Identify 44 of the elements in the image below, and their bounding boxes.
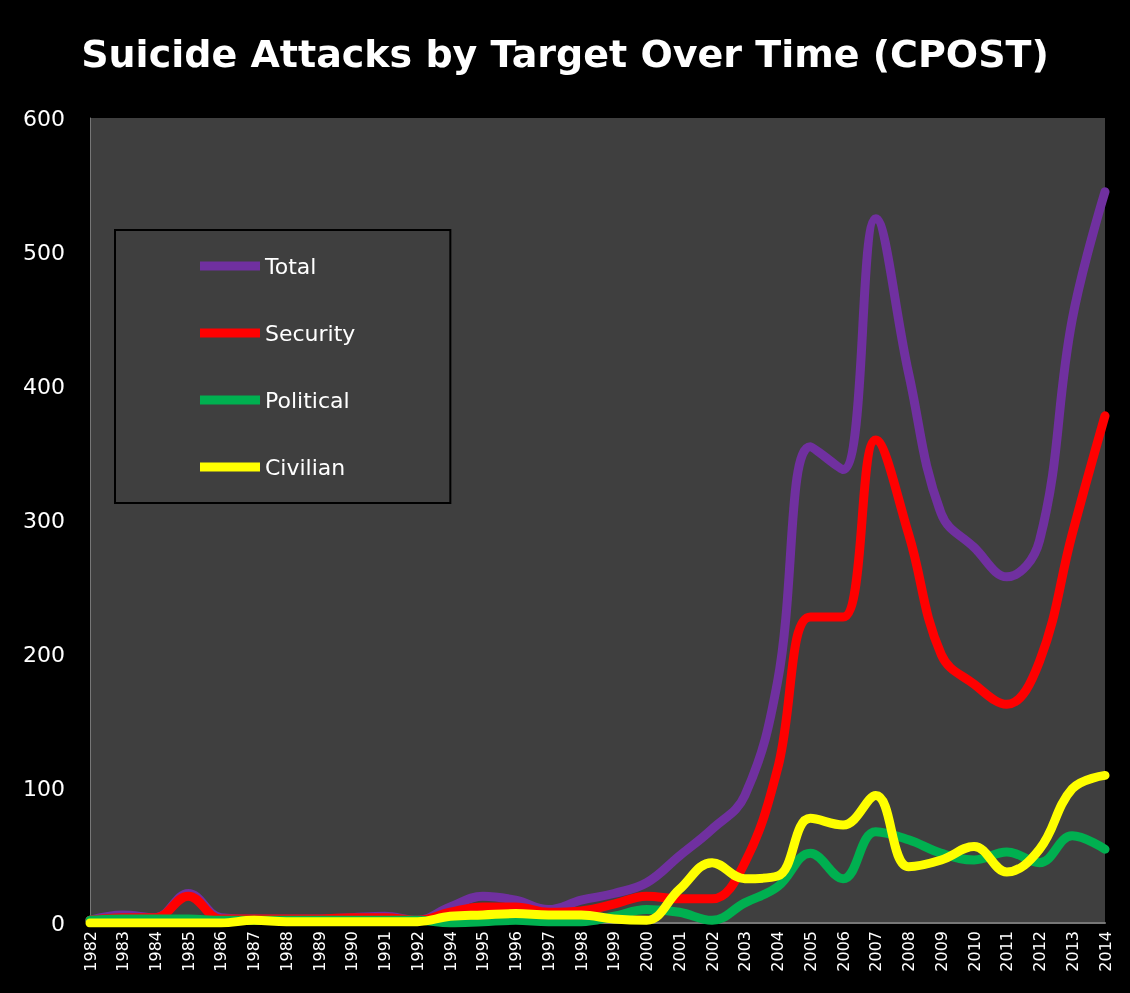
x-tick-label: 1987 [244,931,264,972]
legend-label: Security [265,320,356,346]
x-tick-label: 2005 [800,931,820,972]
x-tick-label: 1985 [178,931,198,972]
x-tick-label: 2004 [768,931,788,972]
x-tick-label: 1991 [375,931,395,972]
x-tick-label: 2008 [899,931,919,972]
legend-label: Political [265,387,350,413]
x-tick-label: 2010 [964,931,984,972]
x-tick-label: 1997 [538,931,558,972]
y-tick-label: 500 [23,239,65,265]
x-tick-label: 1988 [276,931,296,972]
x-tick-label: 1983 [113,931,133,972]
y-tick-label: 300 [23,508,65,533]
x-tick-label: 1989 [309,931,329,972]
x-tick-label: 2014 [1095,931,1115,972]
y-tick-label: 400 [23,373,65,399]
x-tick-label: 2009 [931,931,951,972]
y-tick-label: 200 [23,642,65,668]
x-tick-label: 1986 [211,931,231,972]
x-tick-label: 2001 [669,931,689,972]
x-tick-label: 1995 [473,931,493,972]
x-tick-label: 2002 [702,931,722,972]
x-tick-label: 1990 [342,931,362,972]
x-tick-label: 1984 [145,931,165,972]
y-tick-label: 0 [51,910,65,936]
x-tick-label: 2012 [1030,931,1050,972]
y-tick-label: 600 [23,105,65,131]
x-tick-label: 2007 [866,931,886,972]
x-tick-label: 1992 [407,931,427,972]
chart-title: Suicide Attacks by Target Over Time (CPOST) [81,32,1049,76]
x-tick-label: 1982 [80,931,100,972]
x-tick-label: 1994 [440,931,460,972]
x-tick-label: 1998 [571,931,591,972]
x-tick-label: 1999 [604,931,624,972]
y-tick-label: 100 [23,776,65,802]
x-tick-label: 2003 [735,931,755,972]
x-tick-label: 2013 [1062,931,1082,972]
x-tick-label: 2011 [997,931,1017,972]
legend-label: Civilian [265,454,346,480]
x-tick-label: 2000 [637,931,657,972]
x-tick-label: 2006 [833,931,853,972]
legend-label: Total [264,253,317,279]
x-tick-label: 1996 [506,931,526,972]
